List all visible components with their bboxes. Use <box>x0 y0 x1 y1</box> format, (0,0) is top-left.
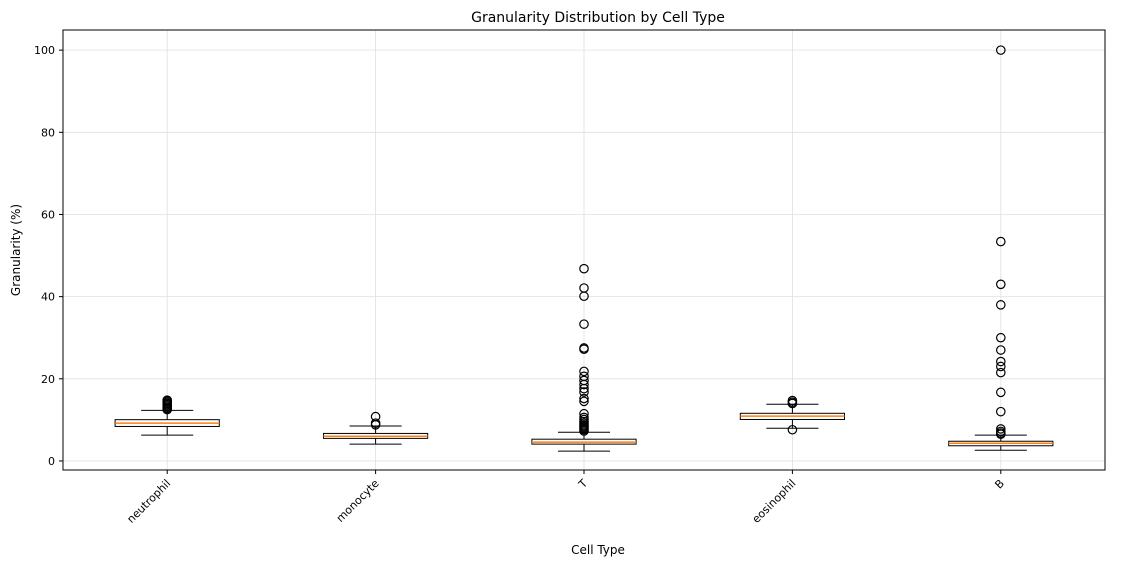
box-eosinophil <box>739 395 845 435</box>
outlier-point <box>579 343 589 353</box>
outlier-point <box>579 412 589 423</box>
outlier-point <box>370 411 381 422</box>
y-tick-label: 20 <box>41 373 55 386</box>
outlier-point <box>995 332 1006 343</box>
plot-marks <box>114 45 1054 452</box>
x-tick-label: neutrophil <box>124 477 173 526</box>
outlier-point <box>787 395 798 406</box>
outlier-point <box>370 418 381 428</box>
outlier-point <box>995 406 1006 417</box>
outlier-point <box>579 393 589 404</box>
chart-title: Granularity Distribution by Cell Type <box>471 10 725 26</box>
outlier-point <box>579 387 589 397</box>
outlier-point <box>579 396 589 407</box>
outlier-point <box>995 387 1006 398</box>
box-neutrophil <box>114 395 220 436</box>
outlier-point <box>579 319 589 329</box>
box-B <box>948 45 1054 451</box>
y-tick-label: 0 <box>48 455 55 468</box>
x-tick-label: monocyte <box>334 477 382 525</box>
outlier-point <box>995 345 1006 355</box>
outlier-point <box>579 371 589 382</box>
y-tick-label: 80 <box>41 126 55 139</box>
outlier-point <box>787 424 798 435</box>
outlier-point <box>579 408 589 419</box>
y-axis-label: Granularity (%) <box>9 204 23 296</box>
outlier-point <box>995 236 1006 247</box>
y-tick-label: 60 <box>41 208 55 221</box>
y-tick-label: 40 <box>41 291 55 304</box>
outlier-point <box>995 367 1006 378</box>
outlier-point <box>579 283 589 293</box>
outlier-point <box>579 375 589 386</box>
grid <box>63 30 1105 470</box>
outlier-point <box>995 424 1006 434</box>
x-tick-label: T <box>575 477 590 492</box>
x-tick-label: eosinophil <box>750 477 799 526</box>
x-tick-label: B <box>992 477 1007 492</box>
outlier-point <box>995 361 1006 372</box>
outlier-point <box>579 263 589 274</box>
outlier-point <box>995 426 1006 437</box>
outlier-point <box>995 356 1006 367</box>
outlier-point <box>995 300 1006 310</box>
box-T <box>531 263 637 452</box>
box-monocyte <box>323 411 429 445</box>
outlier-point <box>579 366 589 377</box>
y-tick-label: 100 <box>34 44 55 57</box>
x-axis-label: Cell Type <box>571 543 625 557</box>
outlier-point <box>995 279 1006 290</box>
outlier-point <box>162 395 172 405</box>
outlier-point <box>995 45 1006 55</box>
